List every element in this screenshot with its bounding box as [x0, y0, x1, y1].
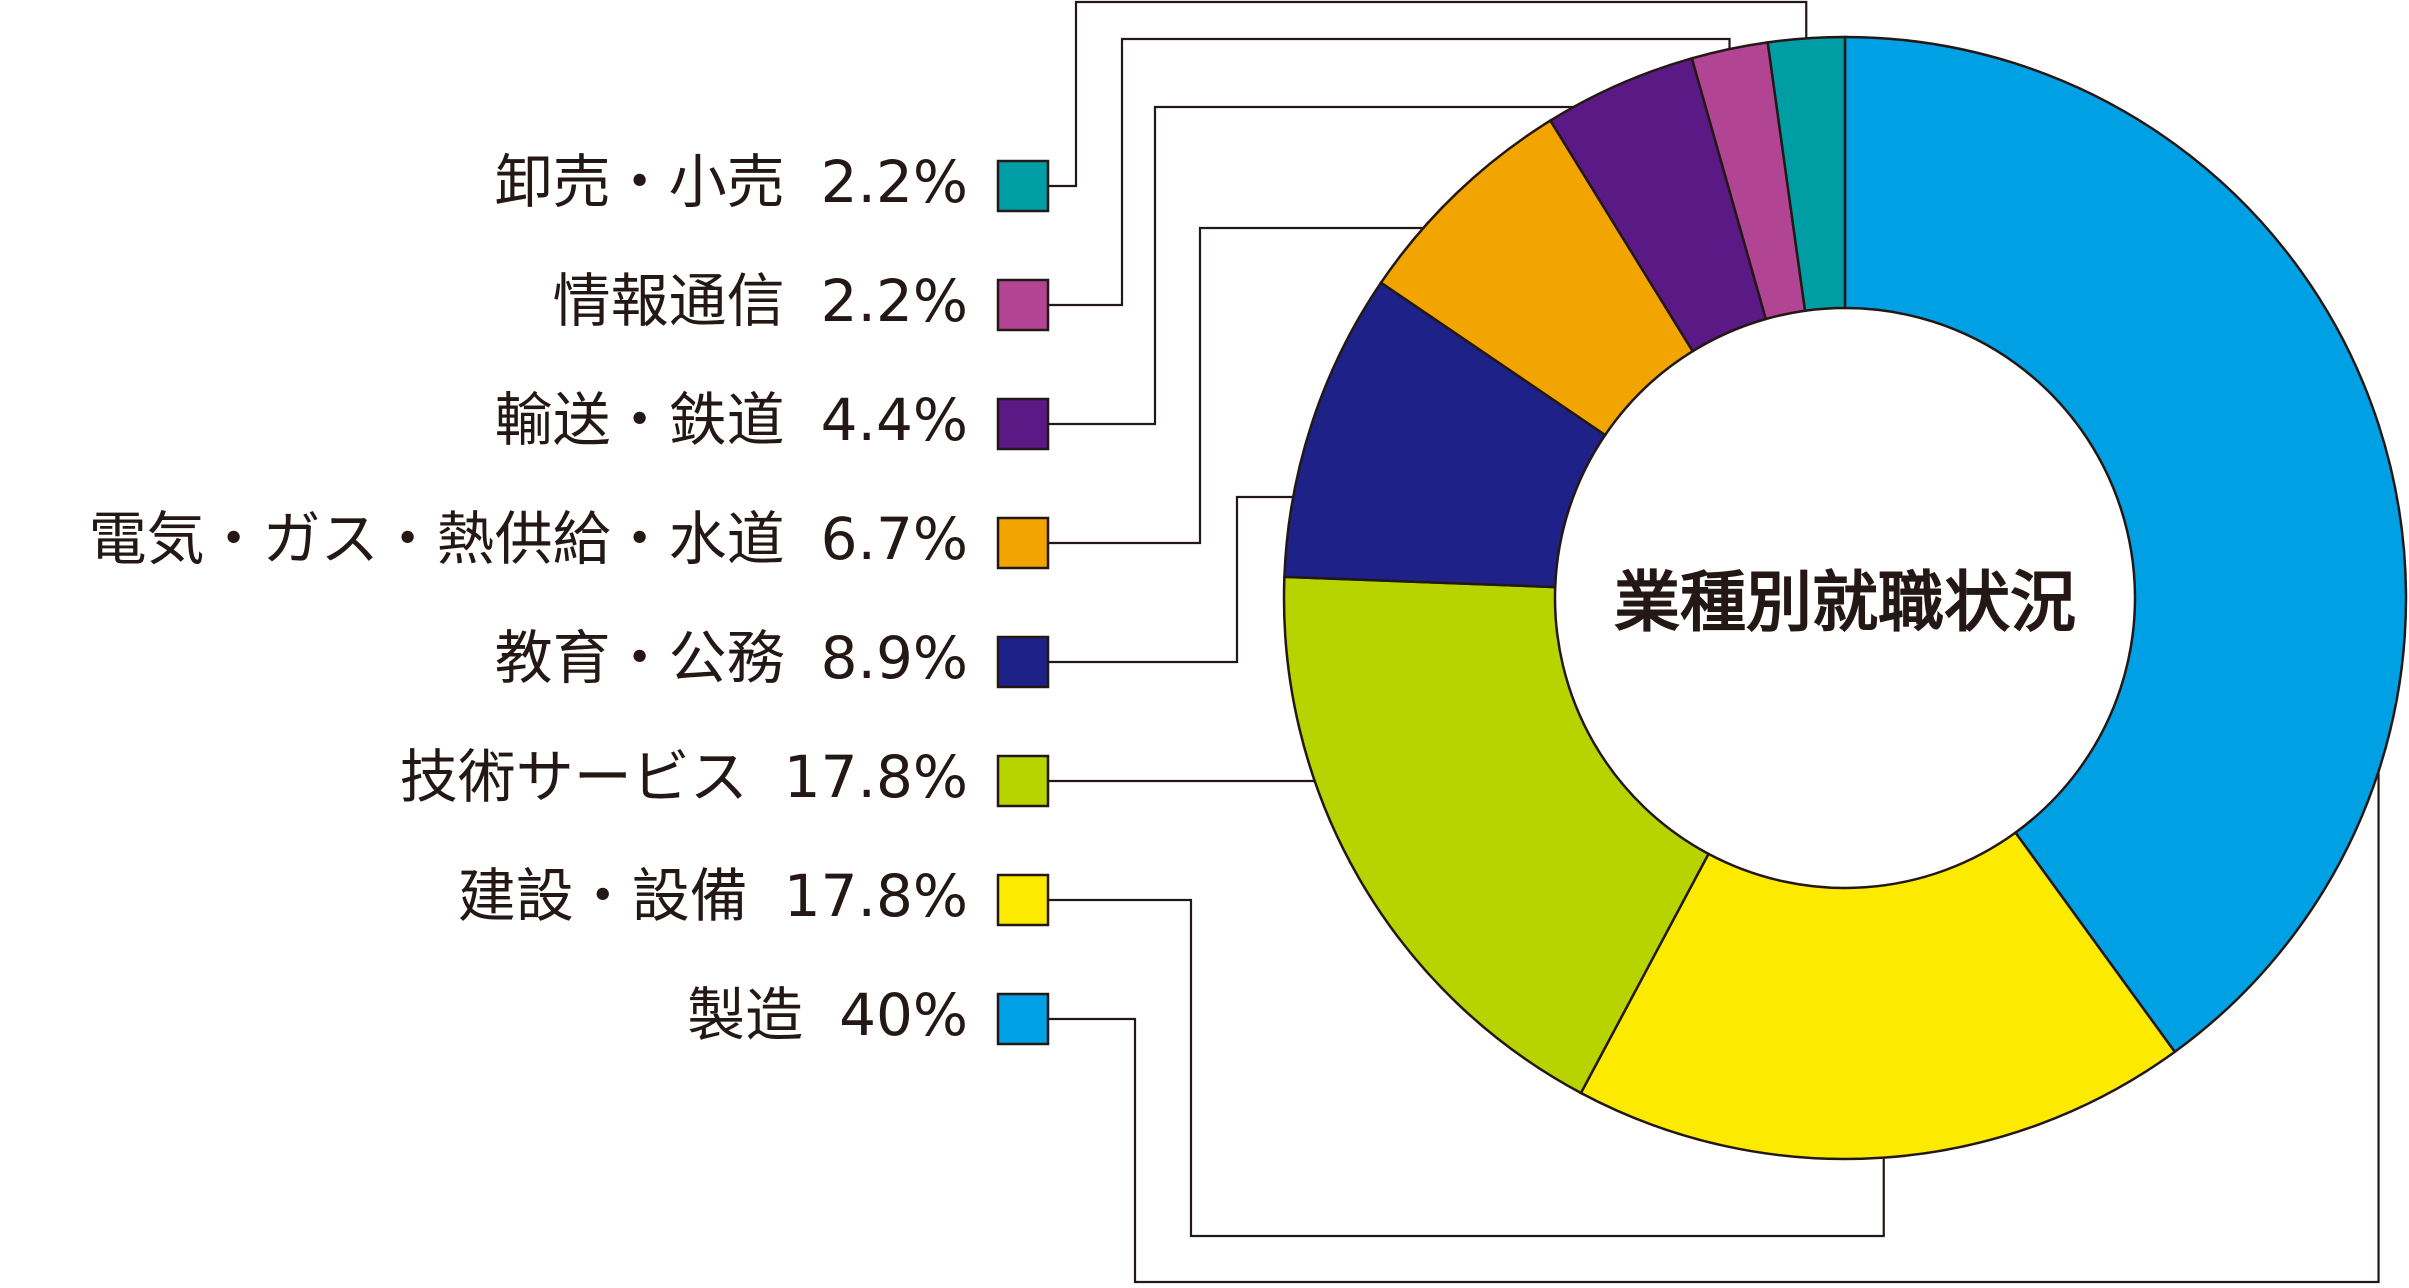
legend-swatch [996, 397, 1050, 451]
legend-item-6: 技術サービス 17.8% [400, 743, 1050, 811]
leader-line-slice-6 [1048, 105, 1619, 426]
leader-line-slice-5 [1048, 226, 1458, 545]
legend-swatch [996, 278, 1050, 332]
legend-value: 2.2% [821, 148, 968, 216]
legend-label: 教育・公務 8.9% [495, 624, 968, 692]
legend-item-1: 卸売・小売 2.2% [495, 148, 1050, 216]
legend-item-4: 電気・ガス・熱供給・水道 6.7% [89, 505, 1050, 573]
legend-item-3: 輸送・鉄道 4.4% [495, 386, 1050, 454]
legend: 卸売・小売 2.2% 情報通信 2.2% 輸送・鉄道 4.4% 電気・ガス・熱供給・水道 6.… [89, 148, 1050, 1049]
legend-label: 電気・ガス・熱供給・水道 6.7% [89, 505, 968, 573]
donut-slices [1282, 35, 2408, 1161]
legend-swatch [996, 754, 1050, 808]
leader-line-slice-8 [1048, 0, 1808, 188]
leader-lines [1048, 0, 2380, 1284]
legend-swatch [996, 635, 1050, 689]
legend-label: 建設・設備 17.8% [458, 862, 968, 930]
leader-line-slice-7 [1048, 37, 1731, 307]
legend-label: 製造 40% [687, 981, 968, 1049]
legend-value: 17.8% [784, 862, 968, 930]
legend-value: 2.2% [821, 267, 968, 335]
legend-label: 情報通信 2.2% [553, 267, 968, 335]
legend-item-2: 情報通信 2.2% [553, 267, 1050, 335]
chart-title: 業種別就職状況 [1614, 564, 2076, 641]
donut-slice-2 [1579, 830, 2177, 1161]
donut-slice-3 [1282, 575, 1711, 1095]
legend-swatch [996, 159, 1050, 213]
donut-slice-1 [1843, 35, 2408, 1054]
legend-value: 17.8% [784, 743, 968, 811]
leader-line-slice-2 [1048, 898, 1885, 1238]
legend-value: 4.4% [821, 386, 968, 454]
legend-label: 輸送・鉄道 4.4% [495, 386, 968, 454]
legend-item-8: 製造 40% [687, 981, 1050, 1049]
legend-item-5: 教育・公務 8.9% [495, 624, 1050, 692]
legend-swatch [996, 992, 1050, 1046]
legend-label: 卸売・小売 2.2% [495, 148, 968, 216]
donut-slice-8 [1766, 35, 1847, 313]
legend-swatch [996, 516, 1050, 570]
legend-label: 技術サービス 17.8% [400, 743, 968, 811]
leader-line-slice-1 [1048, 424, 2380, 1284]
legend-value: 40% [839, 981, 968, 1049]
leader-line-slice-4 [1048, 495, 1312, 664]
legend-item-7: 建設・設備 17.8% [458, 862, 1050, 930]
legend-value: 6.7% [821, 505, 968, 573]
legend-swatch [996, 873, 1050, 927]
legend-value: 8.9% [821, 624, 968, 692]
